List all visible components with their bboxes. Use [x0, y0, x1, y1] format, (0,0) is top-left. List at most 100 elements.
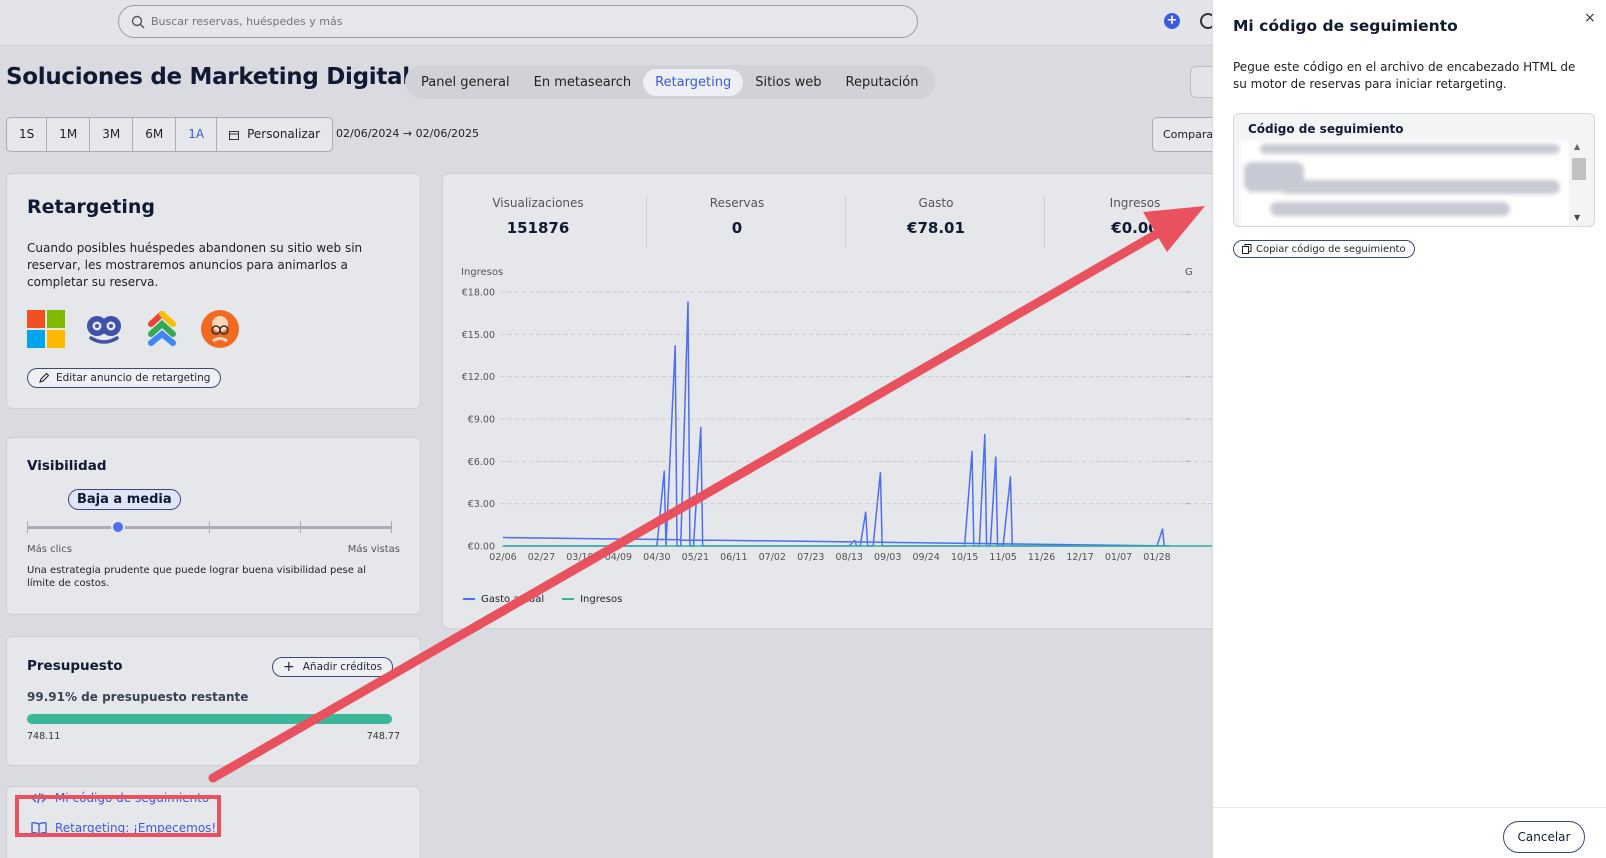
metric-label: Reservas	[709, 196, 765, 210]
tab-sitios-web[interactable]: Sitios web	[755, 74, 822, 90]
x-tick-label: 02/27	[528, 552, 555, 563]
date-range-selector: 1S 1M 3M 6M 1A Personalizar	[6, 117, 334, 152]
search-icon	[131, 15, 145, 28]
tab-panel-general[interactable]: Panel general	[421, 74, 510, 90]
x-tick-label: 04/09	[605, 552, 632, 563]
microsoft-logo	[27, 310, 65, 348]
chart-legend: Gasto actual Ingresos	[463, 594, 622, 605]
x-tick-label: 04/30	[643, 552, 670, 563]
pencil-icon	[39, 372, 50, 383]
range-1m[interactable]: 1M	[47, 118, 91, 151]
x-tick-label: 05/21	[682, 552, 709, 563]
visibility-title: Visibilidad	[27, 458, 107, 474]
plus-icon: +	[283, 659, 295, 675]
y-tick-label: €12.00	[462, 372, 495, 383]
copy-code-label: Copiar código de seguimiento	[1256, 243, 1406, 255]
scroll-up-icon[interactable]: ▲	[1574, 142, 1581, 151]
legend-label: Gasto actual	[481, 594, 545, 605]
close-icon[interactable]: ×	[1584, 10, 1596, 26]
x-tick-label: 06/11	[720, 552, 747, 563]
range-1a[interactable]: 1A	[176, 118, 218, 151]
x-tick-label: 09/24	[912, 552, 939, 563]
range-custom-label: Personalizar	[247, 127, 321, 141]
compare-button[interactable]: Compara	[1152, 117, 1222, 152]
x-tick-label: 10/15	[951, 552, 978, 563]
y-tick-label: €15.00	[462, 330, 495, 341]
y2-axis-label: G	[1185, 267, 1193, 278]
budget-remaining-text: 99.91% de presupuesto restante	[27, 690, 249, 704]
tracking-code-label: Código de seguimiento	[1248, 122, 1404, 136]
range-custom[interactable]: Personalizar	[217, 118, 332, 151]
tab-en-metasearch[interactable]: En metasearch	[533, 74, 632, 90]
x-tick-label: 02/06	[489, 552, 516, 563]
page-title: Soluciones de Marketing Digital	[6, 64, 410, 90]
plus-icon[interactable]: +	[1164, 13, 1180, 29]
add-credits-label: Añadir créditos	[302, 661, 383, 673]
retargeting-card: Retargeting Cuando posibles huéspedes ab…	[6, 173, 421, 409]
budget-card: Presupuesto + Añadir créditos 99.91% de …	[6, 636, 421, 766]
legend-swatch	[562, 598, 575, 600]
budget-progress-bar	[27, 714, 392, 724]
tracking-code-textarea[interactable]	[1240, 140, 1570, 226]
visibility-description: Una estrategia prudente que puede lograr…	[27, 565, 366, 589]
search-box[interactable]	[118, 5, 918, 38]
x-tick-label: 11/05	[989, 552, 1016, 563]
y-tick-label: €6.00	[468, 457, 495, 468]
drawer-title: Mi código de seguimiento	[1233, 17, 1458, 35]
line-chart: Ingresos G €0.00 €3.00 €6.00 €9.00 €12.00 €15.0…	[461, 267, 1213, 563]
copy-icon	[1242, 244, 1252, 254]
x-tick-label: 03/19	[566, 552, 593, 563]
x-tick-label: 12/17	[1066, 552, 1093, 563]
performance-chart-card: Visualizaciones 151876 Reservas 0 Gasto …	[442, 173, 1213, 629]
budget-min-value: 748.11	[27, 731, 61, 742]
metric-divider	[646, 196, 647, 248]
metric-label: Gasto	[918, 196, 954, 210]
date-arrow: →	[402, 127, 413, 140]
end-date: 02/06/2025	[415, 127, 480, 140]
tracking-code-box: Código de seguimiento ▲ ▼	[1233, 113, 1595, 227]
scroll-thumb[interactable]	[1572, 158, 1586, 180]
search-input[interactable]	[151, 15, 851, 28]
edit-ad-label: Editar anuncio de retargeting	[56, 372, 211, 384]
y-axis-label: Ingresos	[461, 267, 503, 278]
add-credits-button[interactable]: + Añadir créditos	[272, 657, 394, 677]
range-6m[interactable]: 6M	[133, 118, 177, 151]
copy-code-button[interactable]: Copiar código de seguimiento	[1233, 240, 1415, 258]
visibility-card: Visibilidad Baja a media Más clics Más v…	[6, 437, 421, 615]
edit-ad-button[interactable]: Editar anuncio de retargeting	[27, 368, 222, 388]
range-1s[interactable]: 1S	[7, 118, 48, 151]
scroll-down-icon[interactable]: ▼	[1574, 213, 1581, 222]
range-3m[interactable]: 3M	[90, 118, 134, 151]
slider-tick	[391, 521, 392, 533]
date-range-text: 02/06/2024 → 02/06/2025	[336, 127, 479, 140]
metric-divider	[1044, 196, 1045, 248]
partner-logos	[27, 310, 239, 348]
x-tick-label: 07/23	[797, 552, 824, 563]
legend-item-revenue[interactable]: Ingresos	[562, 594, 622, 605]
x-tick-label: 07/02	[759, 552, 786, 563]
drawer-footer-divider	[1213, 807, 1606, 808]
calendar-icon	[229, 130, 240, 140]
series-line-gasto	[502, 301, 1171, 547]
y-tick-label: €3.00	[468, 499, 495, 510]
slider-right-label: Más vistas	[347, 544, 400, 555]
y-tick-label: €9.00	[468, 415, 495, 426]
tab-retargeting[interactable]: Retargeting	[643, 68, 744, 96]
slider-left-label: Más clics	[27, 544, 72, 555]
start-date: 02/06/2024	[336, 127, 400, 140]
legend-item-spend[interactable]: Gasto actual	[463, 594, 544, 605]
x-tick-label: 11/26	[1028, 552, 1055, 563]
tab-reputacion[interactable]: Reputación	[845, 74, 919, 90]
cancel-button[interactable]: Cancelar	[1503, 821, 1585, 853]
slider-tick	[209, 521, 210, 533]
getting-started-label: Retargeting: ¡Empecemos!	[55, 821, 217, 835]
budget-max-value: 748.77	[366, 731, 400, 742]
retargeting-title: Retargeting	[27, 196, 155, 218]
visibility-slider-handle[interactable]	[111, 520, 126, 534]
y-tick-label: €0.00	[468, 542, 495, 553]
outbrain-logo	[201, 310, 239, 348]
slider-tick	[300, 521, 301, 533]
code-scrollbar[interactable]: ▲ ▼	[1569, 140, 1589, 226]
x-tick-label: 09/03	[874, 552, 901, 563]
